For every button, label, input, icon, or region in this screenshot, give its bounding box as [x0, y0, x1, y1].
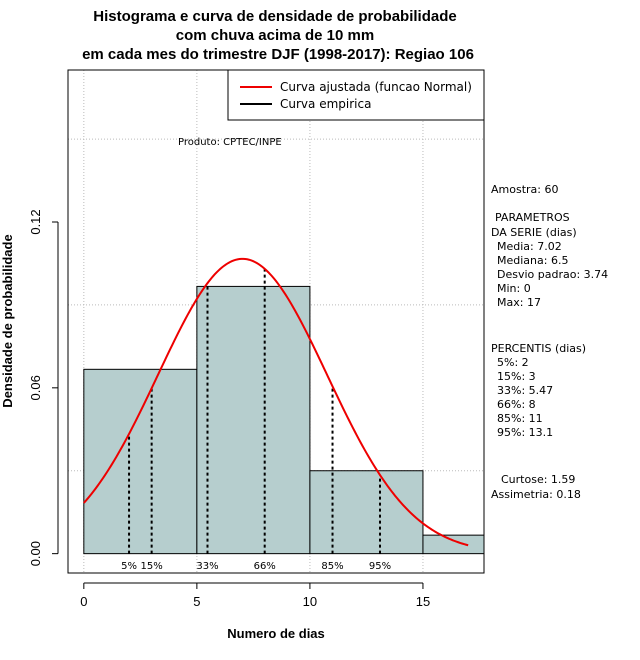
axes: 0 5 10 15 0.00 0.06 0.12: [28, 209, 430, 609]
skewness: Assimetria: 0.18: [491, 488, 581, 501]
x-tick-label-3: 15: [416, 594, 430, 609]
percentile-85: 85%: 11: [497, 412, 543, 425]
y-tick-label-2: 0.12: [28, 209, 43, 234]
legend: Curva ajustada (funcao Normal) Curva emp…: [227, 69, 485, 121]
percentile-label-1: 15%: [141, 561, 163, 572]
percentile-95: 95%: 13.1: [497, 426, 553, 439]
histogram-bars: [83, 285, 485, 555]
legend-label-normal: Curva ajustada (funcao Normal): [280, 80, 472, 94]
param-stddev: Desvio padrao: 3.74: [497, 268, 608, 281]
histogram-bar-2: [309, 470, 424, 555]
param-median: Mediana: 6.5: [497, 254, 568, 267]
param-mean: Media: 7.02: [497, 240, 562, 253]
percentile-33: 33%: 5.47: [497, 384, 553, 397]
product-annotation: Produto: CPTEC/INPE: [178, 137, 282, 148]
histogram-bar-0: [83, 368, 198, 555]
chart-title-line-3: em cada mes do trimestre DJF (1998-2017)…: [82, 46, 474, 63]
normal-fit-curve: [83, 257, 469, 547]
percentile-5: 5%: 2: [497, 356, 529, 369]
y-axis-label: Densidade de probabilidade: [0, 234, 15, 407]
param-max: Max: 17: [497, 296, 541, 309]
param-min: Min: 0: [497, 282, 531, 295]
percentile-lines: 5% 15% 33% 66% 85% 95%: [121, 268, 391, 572]
histogram-bar-1: [196, 285, 311, 555]
chart-title-line-1: Histograma e curva de densidade de proba…: [93, 8, 456, 25]
x-axis-label: Numero de dias: [227, 626, 325, 641]
percentiles-title: PERCENTIS (dias): [491, 342, 586, 355]
histogram-bar-3: [422, 534, 485, 555]
percentile-66: 66%: 8: [497, 398, 536, 411]
params-title: PARAMETROS: [495, 211, 570, 224]
percentile-label-5: 95%: [369, 561, 391, 572]
legend-label-empirical: Curva empirica: [280, 97, 371, 111]
percentile-label-0: 5%: [121, 561, 137, 572]
x-tick-label-1: 5: [193, 594, 200, 609]
kurtosis: Curtose: 1.59: [501, 473, 575, 486]
params-subtitle: DA SERIE (dias): [491, 226, 577, 239]
x-tick-label-0: 0: [80, 594, 87, 609]
percentile-label-4: 85%: [321, 561, 343, 572]
percentile-15: 15%: 3: [497, 370, 536, 383]
chart-title-line-2: com chuva acima de 10 mm: [176, 27, 374, 44]
x-tick-label-2: 10: [303, 594, 317, 609]
percentile-label-3: 66%: [254, 561, 276, 572]
sample-size: Amostra: 60: [491, 183, 558, 196]
y-tick-label-0: 0.00: [28, 541, 43, 566]
legend-box: [227, 69, 485, 121]
percentile-label-2: 33%: [196, 561, 218, 572]
y-tick-label-1: 0.06: [28, 375, 43, 400]
stats-panel: Amostra: 60 PARAMETROS DA SERIE (dias) M…: [491, 183, 608, 501]
